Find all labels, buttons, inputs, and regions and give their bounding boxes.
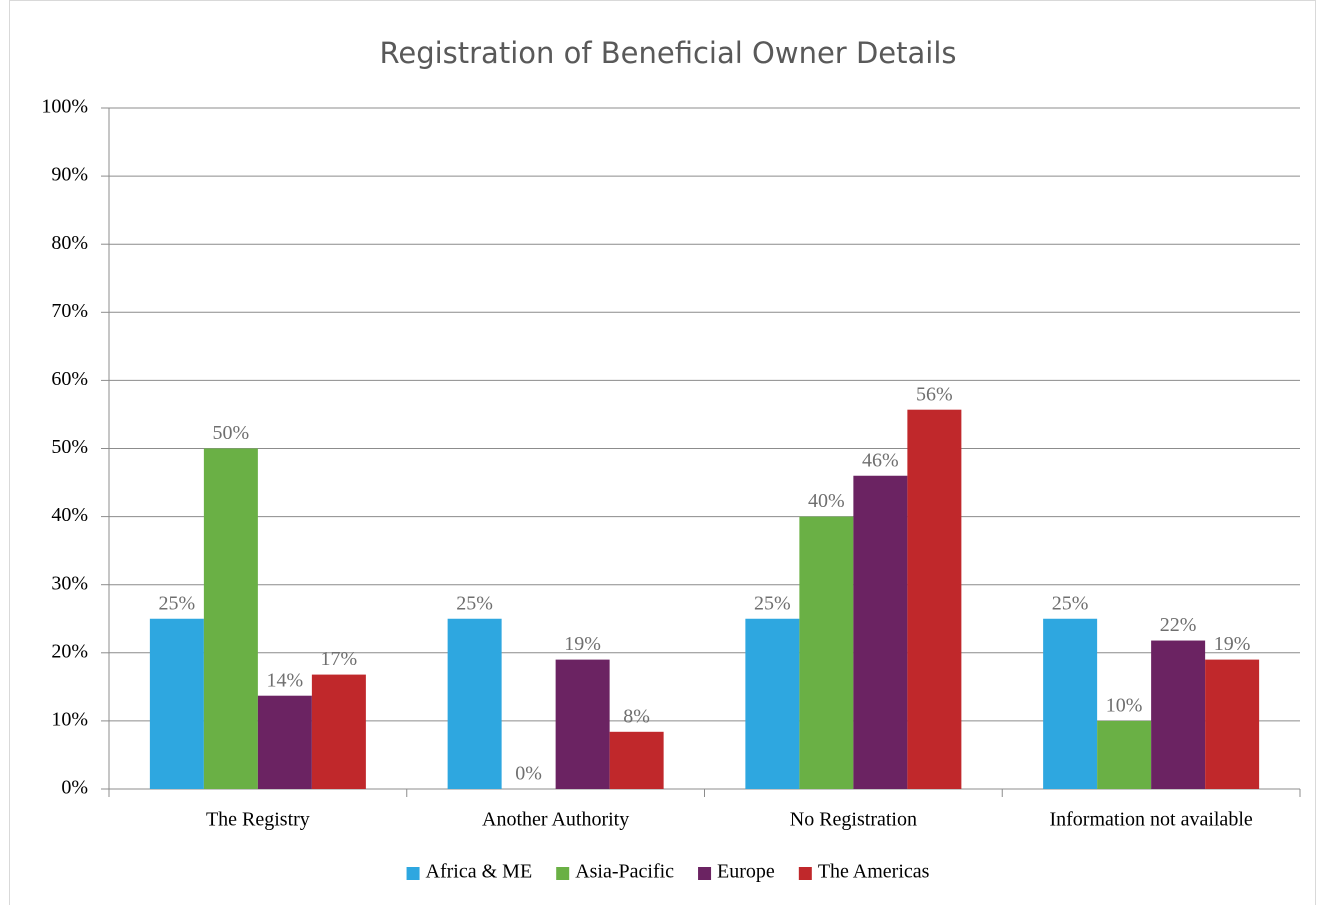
y-tick-label: 80% xyxy=(51,232,88,254)
data-label: 46% xyxy=(862,449,899,471)
bar xyxy=(853,475,908,789)
bar xyxy=(311,674,366,789)
y-tick-label: 0% xyxy=(61,777,88,799)
data-label: 50% xyxy=(213,422,250,444)
y-tick-label: 100% xyxy=(41,96,88,118)
bar xyxy=(1151,640,1206,789)
y-tick-label: 40% xyxy=(51,504,88,526)
data-label: 19% xyxy=(1214,633,1251,655)
legend-label: The Americas xyxy=(818,861,930,883)
legend-label: Asia-Pacific xyxy=(575,861,674,883)
y-tick-label: 70% xyxy=(51,300,88,322)
legend-label: Africa & ME xyxy=(426,861,533,883)
legend-swatch xyxy=(556,867,570,880)
data-label: 25% xyxy=(456,592,493,614)
x-tick-label: No Registration xyxy=(790,809,917,831)
bar xyxy=(447,618,502,789)
bar xyxy=(149,618,204,789)
y-tick-label: 90% xyxy=(51,164,88,186)
y-tick-label: 50% xyxy=(51,436,88,458)
bar xyxy=(609,731,664,789)
data-label: 25% xyxy=(1052,592,1089,614)
data-label: 19% xyxy=(564,633,601,655)
legend-swatch xyxy=(798,867,812,880)
bar xyxy=(907,409,962,789)
bar xyxy=(1097,720,1152,789)
data-label: 17% xyxy=(321,648,358,670)
bar xyxy=(1043,618,1098,789)
bar xyxy=(745,618,800,789)
legend-swatch xyxy=(406,867,420,880)
data-label: 14% xyxy=(267,669,304,691)
data-label: 56% xyxy=(916,383,953,405)
y-tick-label: 60% xyxy=(51,368,88,390)
legend-label: Europe xyxy=(717,861,775,883)
bar xyxy=(555,659,610,789)
legend-swatch xyxy=(698,867,712,880)
y-tick-label: 10% xyxy=(51,708,88,730)
bar xyxy=(799,516,854,789)
data-label: 0% xyxy=(515,763,542,785)
x-tick-label: Another Authority xyxy=(482,809,629,831)
data-label: 8% xyxy=(623,705,650,727)
x-tick-label: Information not available xyxy=(1049,809,1252,831)
chart-title: Registration of Beneficial Owner Details xyxy=(380,36,957,70)
data-label: 22% xyxy=(1160,614,1197,636)
y-tick-label: 30% xyxy=(51,572,88,594)
bar xyxy=(203,448,258,789)
data-label: 25% xyxy=(754,592,791,614)
data-label: 40% xyxy=(808,490,845,512)
data-label: 25% xyxy=(159,592,196,614)
y-tick-label: 20% xyxy=(51,640,88,662)
bar xyxy=(1205,659,1260,789)
x-tick-label: The Registry xyxy=(206,809,310,831)
bar xyxy=(257,695,312,789)
data-label: 10% xyxy=(1106,694,1143,716)
